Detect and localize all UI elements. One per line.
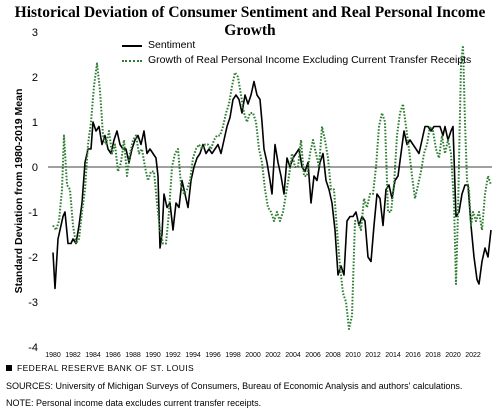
series-line-sentiment	[52, 80, 492, 290]
footnote: NOTE: Personal income data excludes curr…	[6, 398, 262, 408]
source-org-text: FEDERAL RESERVE BANK OF ST. LOUIS	[17, 363, 195, 373]
y-axis-label: Standard Deviation from 1980-2019 Mean	[13, 88, 25, 294]
legend-label-income: Growth of Real Personal Income Excluding…	[148, 54, 472, 66]
x-tick-label: 1986	[105, 352, 121, 359]
y-tick-label: -2	[28, 252, 38, 264]
y-tick-label: 0	[32, 162, 38, 174]
y-tick-label: -3	[28, 297, 38, 309]
legend-item-sentiment: Sentiment	[122, 38, 471, 53]
legend-swatch-solid	[122, 44, 142, 47]
sources-note: SOURCES: University of Michigan Surveys …	[6, 381, 463, 391]
x-tick-label: 2002	[265, 352, 281, 359]
y-tick-label: 2	[32, 72, 38, 84]
x-tick-label: 1984	[85, 352, 101, 359]
x-tick-label: 2016	[405, 352, 421, 359]
legend: Sentiment Growth of Real Personal Income…	[122, 38, 471, 68]
x-tick-label: 2020	[445, 352, 461, 359]
y-tick-label: 3	[32, 27, 38, 39]
x-tick-label: 2022	[465, 352, 481, 359]
x-tick-label: 2010	[345, 352, 361, 359]
x-tick-label: 2008	[325, 352, 341, 359]
x-tick-label: 2014	[385, 352, 401, 359]
x-tick-label: 2000	[245, 352, 261, 359]
series-line-income	[52, 44, 492, 330]
y-tick-label: -4	[28, 342, 38, 354]
x-tick-label: 2018	[425, 352, 441, 359]
source-org: FEDERAL RESERVE BANK OF ST. LOUIS	[6, 363, 194, 373]
chart-title: Historical Deviation of Consumer Sentime…	[14, 4, 486, 39]
y-tick-label: 1	[32, 117, 38, 129]
x-tick-label: 1992	[165, 352, 181, 359]
y-tick-label: -1	[28, 207, 38, 219]
x-tick-label: 1980	[45, 352, 61, 359]
legend-item-income: Growth of Real Personal Income Excluding…	[122, 53, 471, 68]
x-tick-label: 2004	[285, 352, 301, 359]
x-tick-label: 1982	[65, 352, 81, 359]
x-tick-label: 2012	[365, 352, 381, 359]
x-tick-label: 1990	[145, 352, 161, 359]
x-tick-label: 1988	[125, 352, 141, 359]
x-tick-label: 1998	[225, 352, 241, 359]
x-tick-label: 2006	[305, 352, 321, 359]
legend-swatch-dotted	[122, 59, 142, 62]
legend-label-sentiment: Sentiment	[148, 39, 196, 51]
x-tick-label: 1994	[185, 352, 201, 359]
x-tick-label: 1996	[205, 352, 221, 359]
square-icon	[6, 365, 12, 371]
